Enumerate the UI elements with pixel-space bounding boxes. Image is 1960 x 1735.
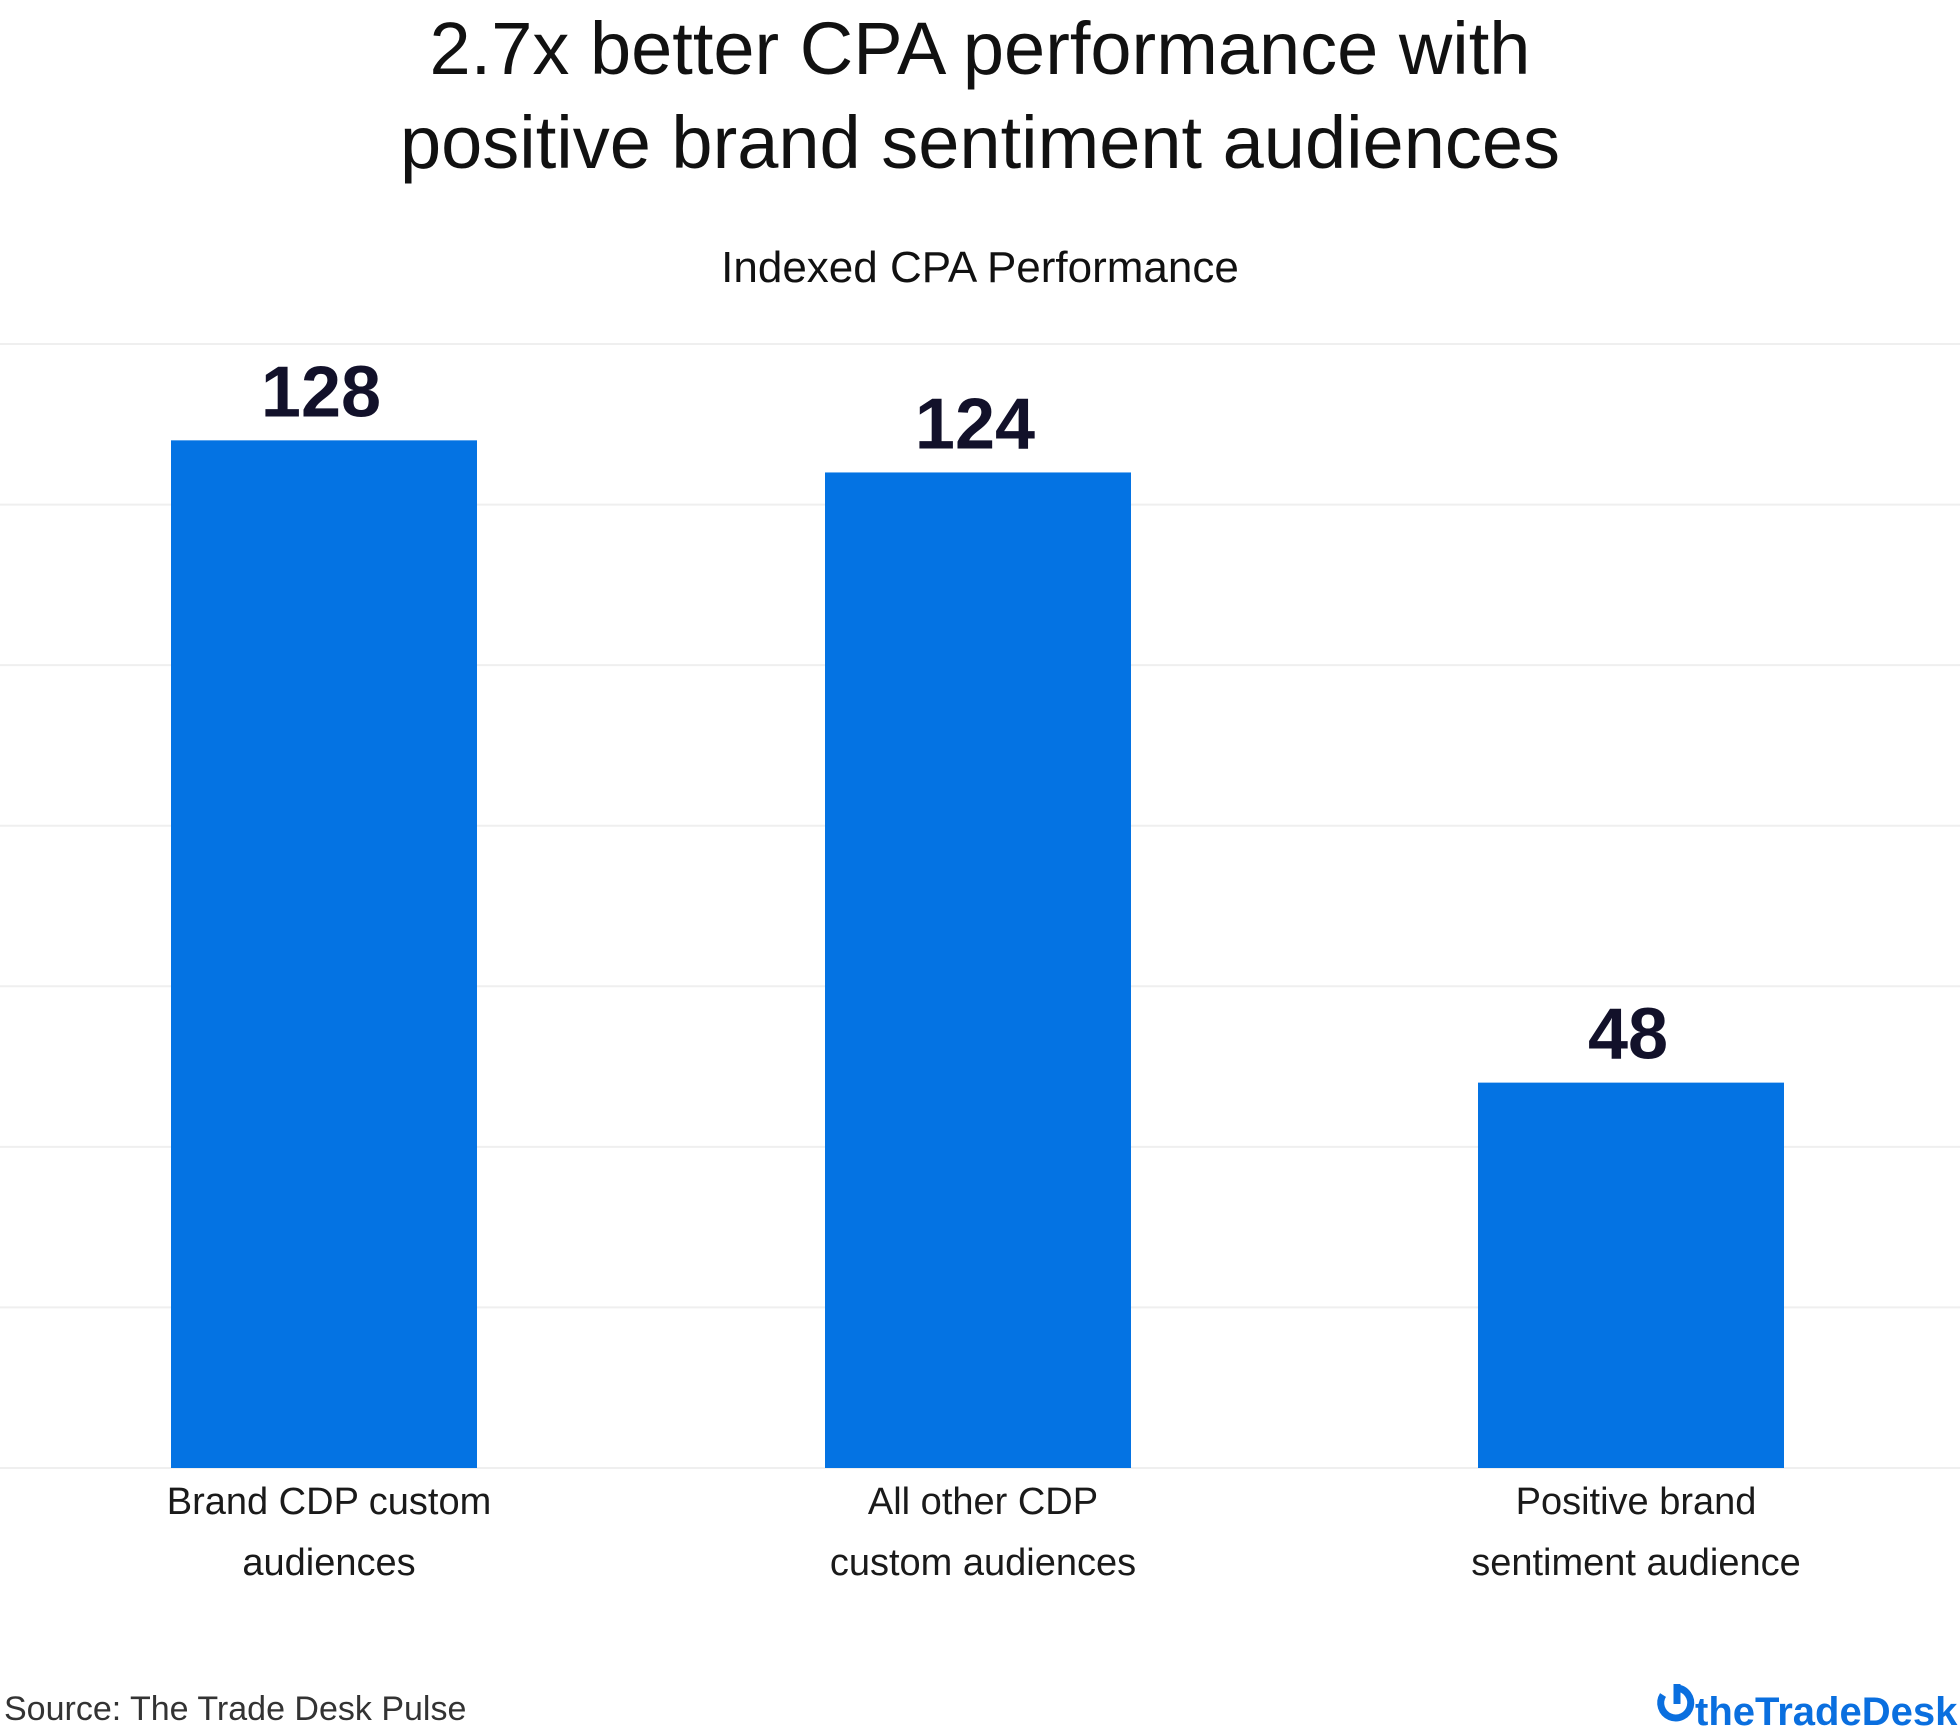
- category-label: All other CDP: [868, 1481, 1098, 1523]
- bar: [171, 440, 477, 1468]
- bars: 128 Brand CDP custom audiences 124 All other…: [167, 352, 1801, 1584]
- chart-title-line-2: positive brand sentiment audiences: [400, 101, 1560, 184]
- data-label: 48: [1588, 995, 1668, 1075]
- category-label: Brand CDP custom: [167, 1481, 492, 1523]
- bar: [825, 472, 1131, 1468]
- category-label: Positive brand: [1516, 1481, 1757, 1523]
- data-label: 124: [915, 384, 1035, 464]
- category-label: audiences: [242, 1542, 415, 1584]
- logo-power-icon: [1657, 1684, 1695, 1722]
- category-label: sentiment audience: [1471, 1542, 1801, 1584]
- logo-text: theTradeDesk: [1695, 1690, 1958, 1734]
- chart-subtitle: Indexed CPA Performance: [721, 243, 1239, 292]
- trade-desk-logo: theTradeDesk: [1657, 1684, 1958, 1734]
- data-label: 128: [261, 352, 381, 432]
- chart-title-line-1: 2.7x better CPA performance with: [430, 7, 1531, 90]
- bar: [1478, 1082, 1784, 1468]
- category-label: custom audiences: [830, 1542, 1136, 1584]
- source-note: Source: The Trade Desk Pulse: [4, 1690, 466, 1728]
